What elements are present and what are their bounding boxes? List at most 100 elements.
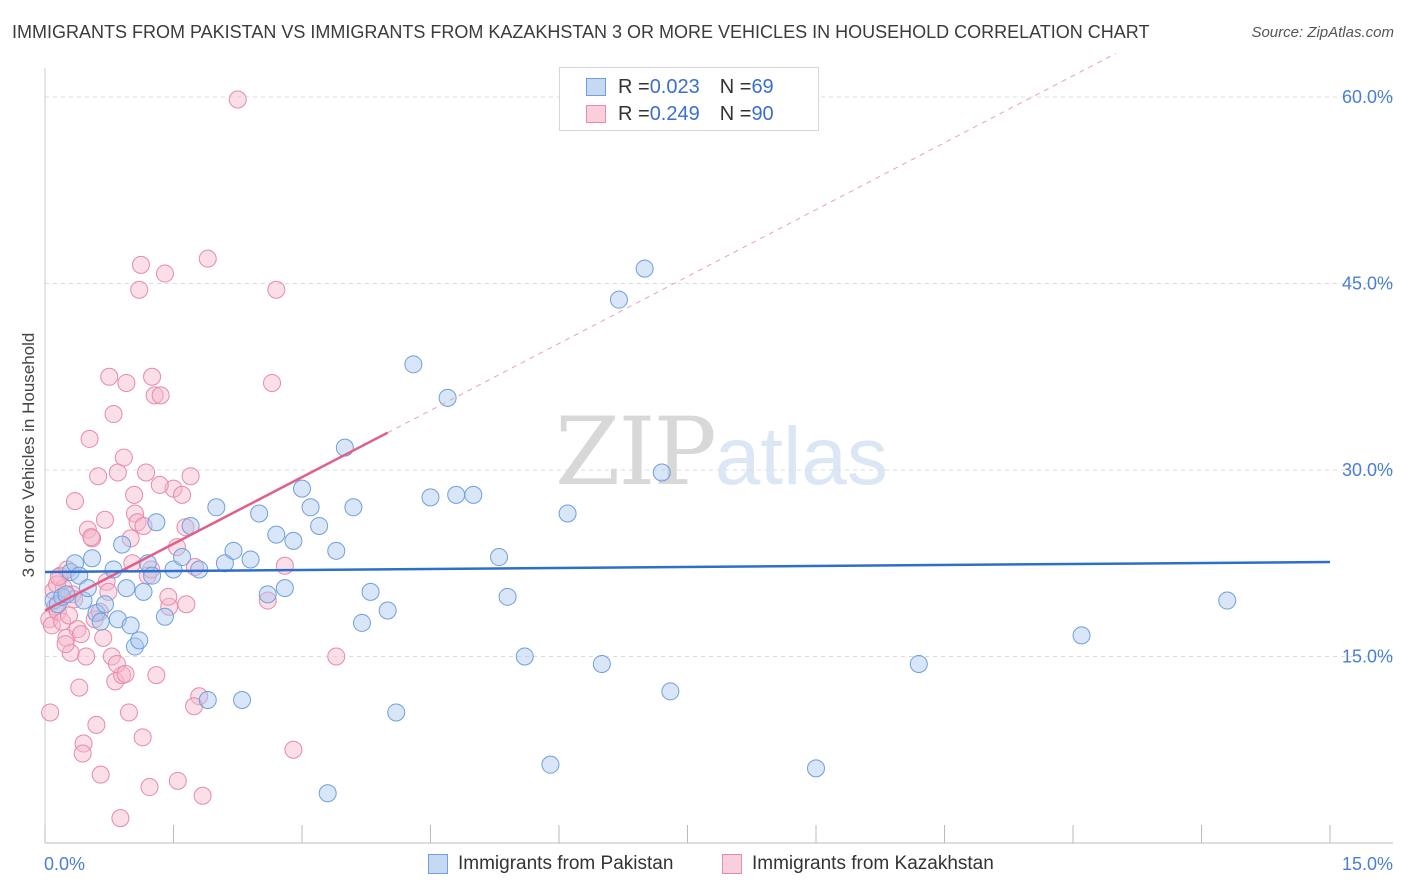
pakistan-point [164, 560, 183, 579]
tick-labels: 15.0% 30.0% 45.0% 60.0% 0.0% 15.0% [44, 87, 1393, 874]
kazakhstan-point [190, 687, 209, 706]
pakistan-point [635, 259, 654, 278]
pakistan-point [293, 479, 311, 498]
kazakhstan-point [125, 485, 144, 504]
kazakhstan-trend-extrapolated [387, 53, 1117, 434]
kazakhstan-point [145, 386, 164, 405]
kazakhstan-point [89, 467, 108, 486]
kazakhstan-point [131, 255, 150, 274]
pakistan-point [258, 585, 277, 604]
kazakhstan-point [65, 492, 84, 511]
kazakhstan-point [150, 475, 169, 494]
bottom-legend-label-pakistan: Immigrants from Pakistan [458, 853, 674, 874]
pakistan-point [173, 548, 192, 567]
pakistan-point [421, 488, 440, 507]
legend-swatch-kazakhstan [586, 105, 606, 123]
kazakhstan-point [74, 734, 93, 753]
pakistan-point [310, 516, 329, 535]
kazakhstan-point [70, 678, 89, 697]
kazakhstan-points [40, 90, 346, 828]
kazakhstan-point [228, 90, 247, 109]
kazakhstan-point [130, 280, 149, 299]
kazakhstan-point [263, 373, 282, 392]
kazakhstan-point [140, 778, 159, 797]
kazakhstan-point [181, 467, 200, 486]
kazakhstan-point [193, 786, 212, 805]
pakistan-point [91, 612, 110, 631]
kazakhstan-point [71, 625, 90, 644]
pakistan-point [241, 550, 260, 569]
kazakhstan-point [327, 647, 346, 666]
legend: R = 0.023 N = 69 R = 0.249 N = 90 [559, 67, 819, 131]
kazakhstan-point [91, 765, 110, 784]
axes [44, 68, 1393, 844]
kazakhstan-point [77, 647, 96, 666]
bottom-legend-swatch-pakistan [428, 854, 448, 874]
y-tick-label: 15.0% [1342, 647, 1393, 667]
pakistan-points [44, 259, 1237, 803]
kazakhstan-point [41, 703, 60, 722]
kazakhstan-point [267, 280, 286, 299]
pakistan-trend-line [44, 560, 1331, 574]
x-tick-label: 15.0% [1342, 854, 1393, 874]
pakistan-point [134, 582, 153, 601]
pakistan-point [352, 613, 371, 632]
kazakhstan-point [82, 528, 101, 547]
kazakhstan-point [73, 744, 92, 763]
pakistan-point [233, 691, 252, 710]
kazakhstan-point [119, 703, 138, 722]
pakistan-point [515, 647, 534, 666]
pakistan-point [464, 485, 483, 504]
pakistan-point [541, 755, 560, 774]
legend-r-value-pakistan: 0.023 [649, 75, 700, 98]
pakistan-point [318, 784, 337, 803]
pakistan-point [1072, 626, 1091, 645]
pakistan-point [207, 498, 226, 517]
pakistan-point [807, 759, 825, 778]
bottom-legend-kazakhstan: Immigrants from Kazakhstan [722, 851, 994, 877]
legend-row-pakistan: R = 0.023 N = 69 [586, 74, 774, 100]
pakistan-point [909, 654, 928, 673]
pakistan-point [592, 654, 611, 673]
kazakhstan-point [59, 606, 78, 625]
legend-r-value-kazakhstan: 0.249 [649, 102, 700, 125]
legend-n-value-pakistan: 69 [751, 75, 774, 98]
pakistan-point [83, 549, 102, 568]
legend-swatch-pakistan [586, 78, 606, 96]
bottom-legend-label-kazakhstan: Immigrants from Kazakhstan [752, 853, 994, 874]
kazakhstan-point [177, 595, 196, 614]
pakistan-point [404, 355, 423, 374]
kazakhstan-point [198, 249, 217, 268]
kazakhstan-point [143, 367, 162, 386]
kazakhstan-point [114, 448, 133, 467]
pakistan-point [301, 498, 320, 517]
kazakhstan-point [56, 635, 75, 654]
kazakhstan-point [117, 373, 136, 392]
pakistan-point [661, 682, 680, 701]
pakistan-point [361, 582, 380, 601]
pakistan-point [117, 579, 136, 598]
pakistan-point [121, 616, 140, 635]
pakistan-point [609, 290, 628, 309]
bottom-legend-swatch-kazakhstan [722, 854, 742, 874]
pakistan-point [344, 498, 363, 517]
pakistan-point [267, 525, 286, 544]
pakistan-point [143, 566, 162, 585]
kazakhstan-point [159, 587, 178, 606]
pakistan-point [147, 513, 166, 532]
pakistan-point [387, 703, 406, 722]
kazakhstan-trend-line [44, 431, 389, 612]
pakistan-point [490, 548, 509, 567]
kazakhstan-point [68, 620, 87, 639]
pakistan-point [275, 579, 294, 598]
trend-lines [44, 53, 1331, 612]
pakistan-point [113, 535, 132, 554]
pakistan-point [130, 631, 149, 650]
kazakhstan-point [42, 616, 61, 635]
y-axis-label: 3 or more Vehicles in Household [19, 333, 38, 578]
y-tick-label: 30.0% [1342, 460, 1393, 480]
source-label: Source: ZipAtlas.com [1251, 24, 1394, 41]
kazakhstan-point [87, 715, 106, 734]
kazakhstan-point [275, 556, 294, 575]
